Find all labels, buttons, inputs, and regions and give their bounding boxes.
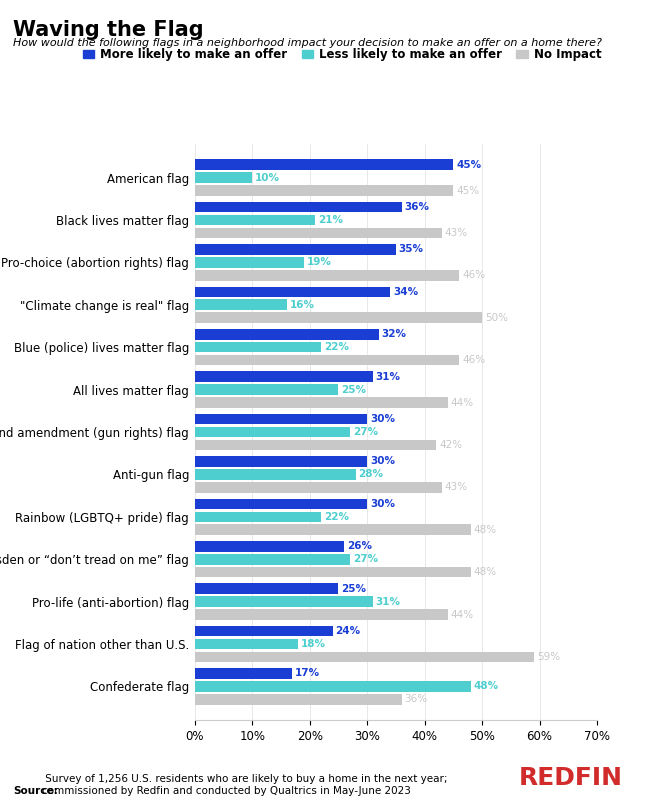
Bar: [195, 541, 344, 551]
Text: 27%: 27%: [353, 554, 378, 564]
Bar: [195, 652, 534, 662]
Text: 44%: 44%: [450, 610, 474, 619]
Bar: [195, 456, 367, 466]
Bar: [195, 567, 471, 578]
Bar: [195, 384, 338, 395]
Text: 22%: 22%: [324, 512, 349, 522]
Text: 21%: 21%: [318, 215, 343, 225]
Text: 48%: 48%: [474, 682, 498, 691]
Text: 19%: 19%: [307, 258, 332, 267]
Bar: [195, 469, 356, 480]
Text: 46%: 46%: [462, 270, 485, 280]
Text: 31%: 31%: [376, 372, 401, 382]
Text: 28%: 28%: [358, 470, 384, 479]
Text: 27%: 27%: [353, 427, 378, 437]
Bar: [195, 525, 471, 535]
Bar: [195, 626, 333, 636]
Text: 45%: 45%: [456, 186, 480, 195]
Bar: [195, 202, 402, 212]
Bar: [195, 668, 293, 678]
Text: 17%: 17%: [295, 669, 321, 678]
Text: 25%: 25%: [341, 385, 366, 394]
Bar: [195, 638, 298, 650]
Bar: [195, 355, 459, 366]
Bar: [195, 554, 350, 565]
Bar: [195, 270, 459, 281]
Text: Source:: Source:: [13, 786, 58, 796]
Bar: [195, 426, 350, 438]
Text: 24%: 24%: [336, 626, 361, 636]
Bar: [195, 414, 367, 424]
Text: 31%: 31%: [376, 597, 401, 606]
Bar: [195, 596, 373, 607]
Text: Waving the Flag: Waving the Flag: [13, 20, 204, 40]
Bar: [195, 159, 454, 170]
Bar: [195, 257, 304, 268]
Bar: [195, 313, 482, 323]
Bar: [195, 398, 448, 408]
Bar: [195, 186, 454, 196]
Text: Survey of 1,256 U.S. residents who are likely to buy a home in the next year;
co: Survey of 1,256 U.S. residents who are l…: [42, 774, 448, 796]
Bar: [195, 681, 471, 692]
Text: 36%: 36%: [404, 202, 430, 212]
Text: 30%: 30%: [370, 414, 395, 424]
Text: 22%: 22%: [324, 342, 349, 352]
Text: 18%: 18%: [301, 639, 326, 649]
Bar: [195, 511, 321, 522]
Text: 50%: 50%: [485, 313, 508, 322]
Bar: [195, 329, 378, 339]
Text: 44%: 44%: [450, 398, 474, 407]
Bar: [195, 172, 252, 183]
Text: 48%: 48%: [474, 567, 496, 577]
Bar: [195, 694, 402, 705]
Text: 25%: 25%: [341, 584, 366, 594]
Text: 35%: 35%: [398, 245, 424, 254]
Bar: [195, 498, 367, 509]
Bar: [195, 299, 287, 310]
Text: 34%: 34%: [393, 287, 418, 297]
Bar: [195, 371, 373, 382]
Text: How would the following flags in a neighborhood impact your decision to make an : How would the following flags in a neigh…: [13, 38, 602, 49]
Text: 32%: 32%: [382, 330, 406, 339]
Text: 46%: 46%: [462, 355, 485, 365]
Bar: [195, 440, 436, 450]
Text: 59%: 59%: [537, 652, 560, 662]
Text: 30%: 30%: [370, 457, 395, 466]
Text: 26%: 26%: [347, 542, 372, 551]
Bar: [195, 583, 338, 594]
Text: REDFIN: REDFIN: [519, 766, 623, 790]
Bar: [195, 228, 442, 238]
Bar: [195, 214, 315, 226]
Text: 30%: 30%: [370, 499, 395, 509]
Text: 42%: 42%: [439, 440, 462, 450]
Bar: [195, 610, 448, 620]
Legend: More likely to make an offer, Less likely to make an offer, No Impact: More likely to make an offer, Less likel…: [78, 43, 607, 66]
Text: 36%: 36%: [404, 694, 428, 704]
Bar: [195, 342, 321, 353]
Text: 10%: 10%: [255, 173, 280, 182]
Text: 48%: 48%: [474, 525, 496, 534]
Bar: [195, 482, 442, 493]
Text: 16%: 16%: [289, 300, 315, 310]
Text: 45%: 45%: [456, 160, 482, 170]
Bar: [195, 244, 396, 254]
Bar: [195, 286, 390, 297]
Text: 43%: 43%: [445, 228, 468, 238]
Text: 43%: 43%: [445, 482, 468, 492]
